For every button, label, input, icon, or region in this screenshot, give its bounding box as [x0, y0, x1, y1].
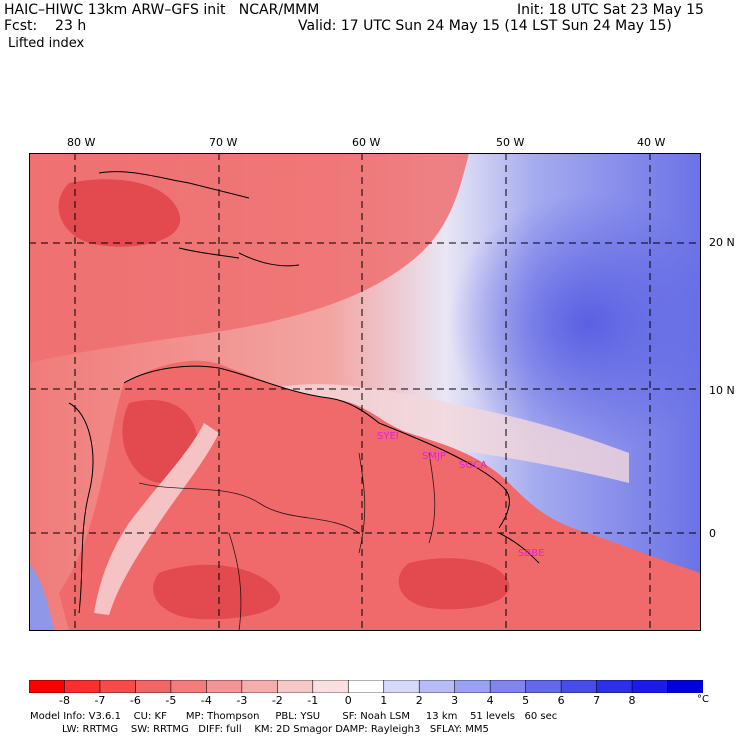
colorbar	[29, 680, 703, 693]
station-smjp: SMJP	[422, 451, 446, 462]
colorbar-tick-label: -4	[200, 694, 212, 707]
colorbar-tick-label: 2	[415, 694, 423, 707]
colorbar-segment	[241, 680, 279, 693]
colorbar-segment	[525, 680, 562, 693]
lat-label-10n: 10 N	[709, 384, 735, 397]
colorbar-tick-label: -5	[165, 694, 177, 707]
model-info-line2: LW: RRTMG SW: RRTMG DIFF: full KM: 2D Sm…	[62, 724, 489, 735]
colorbar-tick-label: 7	[593, 694, 601, 707]
colorbar-segment	[135, 680, 172, 693]
colorbar-segment	[312, 680, 350, 693]
map-canvas	[29, 153, 701, 631]
lat-label-0: 0	[709, 527, 716, 540]
colorbar-segment	[64, 680, 101, 693]
colorbar-tick-label: 3	[451, 694, 459, 707]
forecast-hour: Fcst: 23 h	[4, 18, 87, 34]
colorbar-segment	[206, 680, 243, 693]
stable-region	[449, 193, 701, 453]
colorbar-tick-label: -3	[236, 694, 248, 707]
model-info-line1: Model Info: V3.6.1 CU: KF MP: Thompson P…	[30, 711, 558, 722]
map-frame	[29, 153, 701, 631]
field-name: Lifted index	[8, 36, 85, 51]
colorbar-tick-label: 8	[628, 694, 636, 707]
andes-band	[94, 423, 219, 615]
colorbar-tick-label: 5	[522, 694, 530, 707]
colorbar-tick-label: 4	[486, 694, 494, 707]
lat-label-20n: 20 N	[709, 236, 735, 249]
valid-time: Valid: 17 UTC Sun 24 May 15 (14 LST Sun …	[298, 18, 672, 34]
lon-label-60w: 60 W	[352, 136, 381, 149]
colorbar-segment	[489, 680, 527, 693]
colorbar-segment	[631, 680, 669, 693]
colorbar-segment	[667, 680, 703, 693]
lon-label-50w: 50 W	[496, 136, 525, 149]
colorbar-segment	[454, 680, 491, 693]
station-soca: SOCA	[459, 460, 488, 471]
colorbar-tick-label: -8	[58, 694, 70, 707]
lon-label-40w: 40 W	[637, 136, 666, 149]
colorbar-segment	[29, 680, 66, 693]
colorbar-tick-label: 6	[557, 694, 565, 707]
colorbar-tick-label: 0	[344, 694, 352, 707]
lon-label-70w: 70 W	[209, 136, 238, 149]
colorbar-segment	[99, 680, 137, 693]
convective-patch-2	[153, 564, 281, 620]
colorbar-segment	[596, 680, 633, 693]
model-title: HAIC–HIWC 13km ARW–GFS init NCAR/MMM	[4, 2, 320, 18]
colorbar-tick-label: 1	[380, 694, 388, 707]
colorbar-unit: °C	[697, 694, 709, 705]
convective-patch-3	[398, 558, 510, 610]
lon-label-80w: 80 W	[67, 136, 96, 149]
colorbar-segment	[347, 680, 385, 693]
graticule	[29, 153, 701, 631]
colorbar-segment	[383, 680, 421, 693]
colorbar-tick-label: -6	[129, 694, 141, 707]
station-sbbe: SBBE	[518, 548, 545, 559]
colorbar-segment	[277, 680, 314, 693]
colorbar-tick-label: -2	[271, 694, 283, 707]
init-time: Init: 18 UTC Sat 23 May 15	[517, 2, 704, 18]
pacific-stable	[29, 563, 54, 631]
convective-patch-4	[58, 179, 181, 247]
colorbar-tick-label: -1	[307, 694, 319, 707]
colorbar-segment	[560, 680, 598, 693]
country-borders	[138, 452, 436, 631]
colorbar-segment	[418, 680, 456, 693]
colorbar-segment	[170, 680, 208, 693]
station-syei: SYEI	[377, 431, 399, 442]
colorbar-tick-label: -7	[94, 694, 106, 707]
lifted-index-map: SYEI SMJP SOCA SBBE	[29, 153, 701, 631]
coastlines	[68, 171, 540, 614]
